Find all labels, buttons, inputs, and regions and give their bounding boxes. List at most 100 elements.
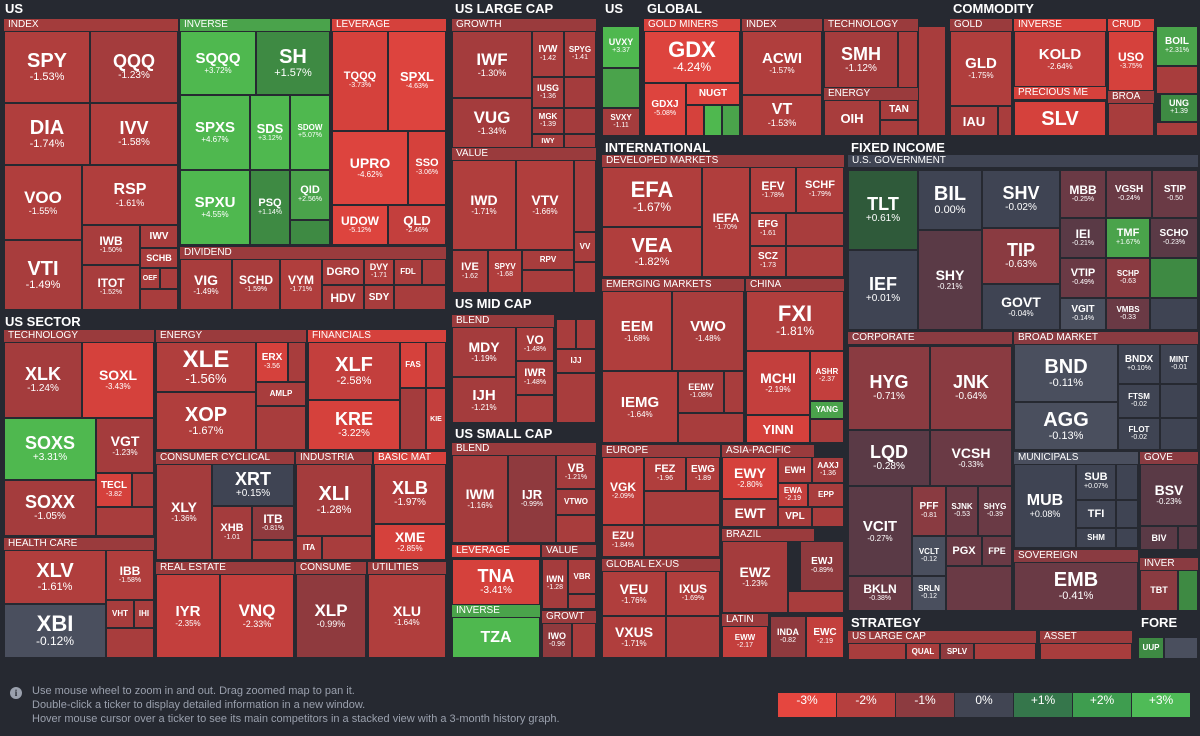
- ticker-tile-ive[interactable]: IVE -1.62: [452, 250, 488, 293]
- ticker-tile[interactable]: [1150, 258, 1198, 298]
- ticker-tile-ewh[interactable]: EWH: [778, 457, 812, 483]
- ticker-tile-pgx[interactable]: PGX: [946, 536, 982, 566]
- ticker-tile[interactable]: [516, 395, 554, 423]
- ticker-tile-bsv[interactable]: BSV -0.23%: [1140, 464, 1198, 526]
- ticker-tile-stip[interactable]: STIP -0.50: [1152, 170, 1198, 218]
- ticker-tile[interactable]: [722, 105, 740, 136]
- ticker-tile-iwy[interactable]: IWY: [532, 134, 564, 148]
- ticker-tile-pff[interactable]: PFF -0.81: [912, 486, 946, 536]
- ticker-tile-vht[interactable]: VHT: [106, 600, 134, 628]
- ticker-tile-xlb[interactable]: XLB -1.97%: [374, 464, 446, 524]
- ticker-tile-xlu[interactable]: XLU -1.64%: [368, 574, 446, 658]
- ticker-tile-vym[interactable]: VYM -1.71%: [280, 259, 322, 310]
- ticker-tile-vcsh[interactable]: VCSH -0.33%: [930, 430, 1012, 486]
- ticker-tile[interactable]: [1116, 464, 1138, 500]
- ticker-tile[interactable]: [1164, 637, 1198, 659]
- ticker-tile[interactable]: [1160, 384, 1198, 418]
- ticker-tile-tlt[interactable]: TLT +0.61%: [848, 170, 918, 250]
- ticker-tile-schb[interactable]: SCHB: [140, 248, 178, 268]
- ticker-tile-fas[interactable]: FAS: [400, 342, 426, 388]
- ticker-tile-sh[interactable]: SH +1.57%: [256, 31, 330, 95]
- ticker-tile[interactable]: [812, 507, 844, 527]
- ticker-tile-tmf[interactable]: TMF +1.67%: [1106, 218, 1150, 258]
- ticker-tile-xly[interactable]: XLY -1.36%: [156, 464, 212, 560]
- ticker-tile-uup[interactable]: UUP: [1138, 637, 1164, 659]
- ticker-tile[interactable]: [704, 105, 722, 136]
- ticker-tile-splv[interactable]: SPLV: [940, 643, 974, 660]
- ticker-tile[interactable]: [422, 259, 446, 285]
- ticker-tile-soxx[interactable]: SOXX -1.05%: [4, 480, 96, 536]
- ticker-tile-xme[interactable]: XME -2.85%: [374, 524, 446, 560]
- ticker-tile-mbb[interactable]: MBB -0.25%: [1060, 170, 1106, 218]
- ticker-tile-fpe[interactable]: FPE: [982, 536, 1012, 566]
- ticker-tile[interactable]: [1116, 528, 1138, 548]
- ticker-tile-vti[interactable]: VTI -1.49%: [4, 240, 82, 310]
- ticker-tile[interactable]: [848, 643, 906, 660]
- ticker-tile[interactable]: [256, 406, 306, 450]
- ticker-tile[interactable]: [576, 319, 596, 349]
- ticker-tile-sds[interactable]: SDS +3.12%: [250, 95, 290, 170]
- ticker-tile-ezu[interactable]: EZU -1.84%: [602, 525, 644, 557]
- ticker-tile[interactable]: [1160, 418, 1198, 450]
- ticker-tile-spy[interactable]: SPY -1.53%: [4, 31, 90, 103]
- ticker-tile-mdy[interactable]: MDY -1.19%: [452, 327, 516, 377]
- ticker-tile-xop[interactable]: XOP -1.67%: [156, 392, 256, 450]
- ticker-tile[interactable]: [394, 285, 446, 310]
- ticker-tile-dgro[interactable]: DGRO: [322, 259, 364, 285]
- ticker-tile[interactable]: [946, 566, 1012, 611]
- ticker-tile[interactable]: [786, 246, 844, 277]
- ticker-tile-efa[interactable]: EFA -1.67%: [602, 167, 702, 227]
- ticker-tile-ewy[interactable]: EWY -2.80%: [722, 457, 778, 499]
- ticker-tile-kie[interactable]: KIE: [426, 388, 446, 450]
- ticker-tile-flot[interactable]: FLOT -0.02: [1118, 418, 1160, 450]
- ticker-tile-ftsm[interactable]: FTSM -0.02: [1118, 384, 1160, 418]
- ticker-tile[interactable]: [574, 160, 596, 232]
- ticker-tile-iefa[interactable]: IEFA -1.70%: [702, 167, 750, 277]
- ticker-tile-agg[interactable]: AGG -0.13%: [1014, 402, 1118, 450]
- ticker-tile-bnd[interactable]: BND -0.11%: [1014, 344, 1118, 402]
- ticker-tile-iwf[interactable]: IWF -1.30%: [452, 31, 532, 98]
- ticker-tile-qld[interactable]: QLD -2.46%: [388, 205, 446, 245]
- ticker-tile-fdl[interactable]: FDL: [394, 259, 422, 285]
- ticker-tile-scz[interactable]: SCZ -1.73: [750, 246, 786, 277]
- ticker-tile-dia[interactable]: DIA -1.74%: [4, 103, 90, 165]
- ticker-tile[interactable]: [556, 515, 596, 543]
- ticker-tile-ibb[interactable]: IBB -1.58%: [106, 550, 154, 600]
- ticker-tile-upro[interactable]: UPRO -4.62%: [332, 131, 408, 205]
- ticker-tile-sjnk[interactable]: SJNK -0.53: [946, 486, 978, 536]
- ticker-tile-xrt[interactable]: XRT +0.15%: [212, 464, 294, 506]
- ticker-tile[interactable]: [574, 262, 596, 293]
- ticker-tile-udow[interactable]: UDOW -5.12%: [332, 205, 388, 245]
- ticker-tile-svxy[interactable]: SVXY -1.11: [602, 108, 640, 136]
- ticker-tile-ivw[interactable]: IVW -1.42: [532, 31, 564, 77]
- ticker-tile[interactable]: [724, 371, 744, 413]
- ticker-tile-mgk[interactable]: MGK -1.39: [532, 108, 564, 134]
- ticker-tile-govt[interactable]: GOVT -0.04%: [982, 284, 1060, 330]
- ticker-tile-sdy[interactable]: SDY: [364, 285, 394, 310]
- ticker-tile-xli[interactable]: XLI -1.28%: [296, 464, 372, 536]
- ticker-tile-rpv[interactable]: RPV: [522, 250, 574, 270]
- ticker-tile[interactable]: [644, 525, 720, 557]
- ticker-tile-vtwo[interactable]: VTWO: [556, 489, 596, 515]
- ticker-tile-vbr[interactable]: VBR: [568, 559, 596, 594]
- ticker-tile-ewt[interactable]: EWT: [722, 499, 778, 527]
- ticker-tile[interactable]: [1108, 103, 1154, 136]
- ticker-tile-jnk[interactable]: JNK -0.64%: [930, 346, 1012, 430]
- ticker-tile[interactable]: [96, 507, 154, 536]
- ticker-tile-vgt[interactable]: VGT -1.23%: [96, 418, 154, 473]
- ticker-tile[interactable]: [880, 120, 918, 136]
- ticker-tile-rsp[interactable]: RSP -1.61%: [82, 165, 178, 225]
- ticker-tile-ewg[interactable]: EWG -1.89: [686, 457, 720, 491]
- ticker-tile-yang[interactable]: YANG: [810, 401, 844, 419]
- ticker-tile-mub[interactable]: MUB +0.08%: [1014, 464, 1076, 548]
- ticker-tile-spyg[interactable]: SPYG -1.41: [564, 31, 596, 77]
- ticker-tile-uvxy[interactable]: UVXY +3.37: [602, 26, 640, 68]
- ticker-tile-vwo[interactable]: VWO -1.48%: [672, 291, 744, 371]
- ticker-tile-vb[interactable]: VB -1.21%: [556, 455, 596, 489]
- ticker-tile[interactable]: [602, 68, 640, 108]
- ticker-tile-xhb[interactable]: XHB -1.01: [212, 506, 252, 560]
- ticker-tile-vug[interactable]: VUG -1.34%: [452, 98, 532, 148]
- ticker-tile-hdv[interactable]: HDV: [322, 285, 364, 310]
- ticker-tile-vtv[interactable]: VTV -1.66%: [516, 160, 574, 250]
- ticker-tile-fxi[interactable]: FXI -1.81%: [746, 291, 844, 351]
